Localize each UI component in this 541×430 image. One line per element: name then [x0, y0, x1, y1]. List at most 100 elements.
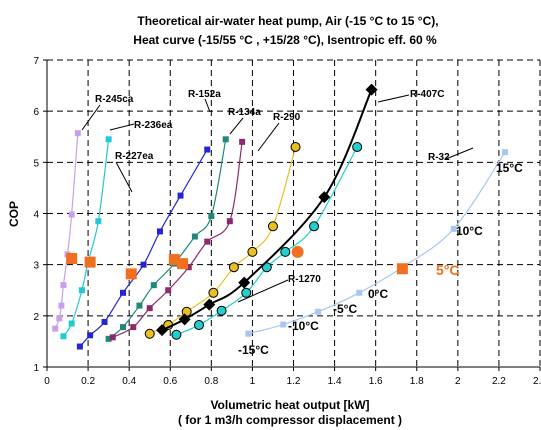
point-r-152a-7	[222, 136, 229, 143]
point-r-134a-5	[204, 238, 211, 245]
point-r-407c-2	[203, 298, 216, 311]
point-r-152a-1	[120, 324, 127, 331]
x-tick-label-9: 1.8	[410, 376, 424, 387]
point-r-1270-3	[241, 287, 252, 298]
point-r-1270-7	[352, 141, 363, 152]
y-axis-label: COP	[7, 201, 21, 227]
chart-title-line-1: Theoretical air-water heat pump, Air (-1…	[137, 14, 438, 28]
y-tick-label-5: 6	[33, 107, 39, 118]
x-tick-label-3: 0.6	[163, 376, 177, 387]
point-r-227ea-1	[87, 332, 94, 339]
x-tick-label-7: 1.4	[328, 376, 342, 387]
grid	[47, 59, 541, 367]
point-r-227ea-7	[204, 146, 211, 153]
point-r-134a-0	[109, 334, 116, 341]
temp-label-10: 10°C	[456, 224, 483, 238]
leader-r-236ea	[109, 123, 135, 131]
point-r-227ea-3	[120, 289, 127, 296]
y-tick-label-6: 7	[33, 56, 39, 67]
point-r-134a-2	[146, 305, 153, 312]
series-r-290	[144, 141, 301, 339]
point-r-236ea-2	[78, 287, 85, 294]
point-r-407c-4	[318, 191, 331, 204]
point-r-1270-1	[194, 320, 205, 331]
series-label-r-407c: R-407C	[410, 89, 444, 100]
point-r-1270-2	[216, 305, 227, 316]
point-r-407c-1	[178, 313, 191, 326]
point-r-236ea-4	[95, 218, 102, 225]
y-tick-labels: 1 2 3 4 5 6 7	[33, 56, 39, 374]
highlight-point-4	[177, 258, 189, 270]
point-r-290-4	[228, 262, 239, 273]
point-r-32-2	[315, 308, 322, 315]
point-r-290-7	[290, 141, 301, 152]
point-r-134a-1	[130, 324, 137, 331]
y-tick-label-1: 2	[33, 312, 39, 323]
point-r-134a-4	[185, 264, 192, 271]
temp-label-5-highlighted: 5°C	[436, 262, 460, 278]
series-label-r-32: R-32	[428, 152, 450, 163]
leader-r-134a	[229, 117, 244, 135]
temp-label-minus-15: -15°C	[238, 343, 269, 357]
point-r-1270-0	[171, 329, 182, 340]
point-r-227ea-0	[76, 343, 83, 350]
temp-label-minus-5: -5°C	[333, 302, 357, 316]
series-r-1270	[171, 141, 363, 340]
series-label-r-236ea: R-236ea	[134, 120, 173, 131]
point-r-227ea-4	[140, 261, 147, 268]
highlight-point-6	[396, 263, 408, 275]
series-layer	[52, 83, 509, 350]
series-label-r-227ea: R-227ea	[115, 151, 154, 162]
point-r-152a-2	[136, 302, 143, 309]
x-tick-label-5: 1	[250, 376, 256, 387]
point-r-227ea-5	[156, 228, 163, 235]
x-tick-label-4: 0.8	[204, 376, 218, 387]
point-r-290-5	[247, 246, 258, 257]
point-r-134a-6	[226, 218, 233, 225]
leader-r-290	[257, 122, 280, 152]
point-r-32-6	[502, 149, 509, 156]
point-r-227ea-2	[101, 318, 108, 325]
series-label-r-245ca: R-245ca	[95, 94, 134, 105]
point-r-152a-3	[150, 282, 157, 289]
point-r-290-6	[267, 221, 278, 232]
x-tick-label-0: 0	[44, 376, 50, 387]
point-r-245ca-2	[58, 302, 65, 309]
point-r-407c-3	[238, 276, 251, 289]
chart-title-line-2: Heat curve (-15/55 °C , +15/28 °C), Isen…	[133, 33, 437, 47]
highlight-point-2	[125, 268, 137, 280]
point-r-134a-3	[165, 287, 172, 294]
leader-r-32	[445, 147, 474, 160]
point-r-236ea-5	[105, 136, 112, 143]
y-tick-label-2: 3	[33, 261, 39, 272]
series-label-r-134a: R-134a	[228, 107, 261, 118]
x-tick-label-1: 0.2	[81, 376, 95, 387]
point-r-152a-5	[191, 233, 198, 240]
series-labels: R-245ca R-236ea R-227ea R-152a R-134a R-…	[95, 89, 450, 285]
point-r-407c-0	[156, 324, 169, 337]
series-label-r-290: R-290	[273, 112, 301, 123]
x-tick-labels: 0 0.2 0.4 0.6 0.8 1 1.2 1.4 1.6 1.8 2 2.2 2.4	[44, 376, 541, 387]
highlight-point-1	[84, 256, 96, 268]
leader-lines	[81, 94, 474, 303]
temp-label-0: 0°C	[368, 287, 388, 301]
series-r-134a	[109, 138, 246, 341]
series-label-r-1270: R-1270	[288, 274, 321, 285]
point-r-245ca-5	[68, 211, 75, 218]
axes	[43, 59, 541, 371]
point-r-236ea-0	[60, 333, 67, 340]
x-tick-label-2: 0.4	[122, 376, 136, 387]
point-r-227ea-6	[177, 192, 184, 199]
point-r-290-3	[208, 287, 219, 298]
point-r-32-1	[280, 321, 287, 328]
leader-r-1270	[237, 279, 289, 303]
highlight-point-3	[168, 254, 180, 266]
point-r-152a-0	[105, 335, 112, 342]
point-r-245ca-6	[74, 130, 81, 137]
x-axis-label-line-1: Volumetric heat output [kW]	[210, 398, 369, 412]
series-label-r-152a: R-152a	[188, 89, 221, 100]
series-r-407c	[156, 83, 378, 337]
point-r-245ca-1	[56, 315, 63, 322]
leader-r-227ea	[115, 161, 133, 193]
